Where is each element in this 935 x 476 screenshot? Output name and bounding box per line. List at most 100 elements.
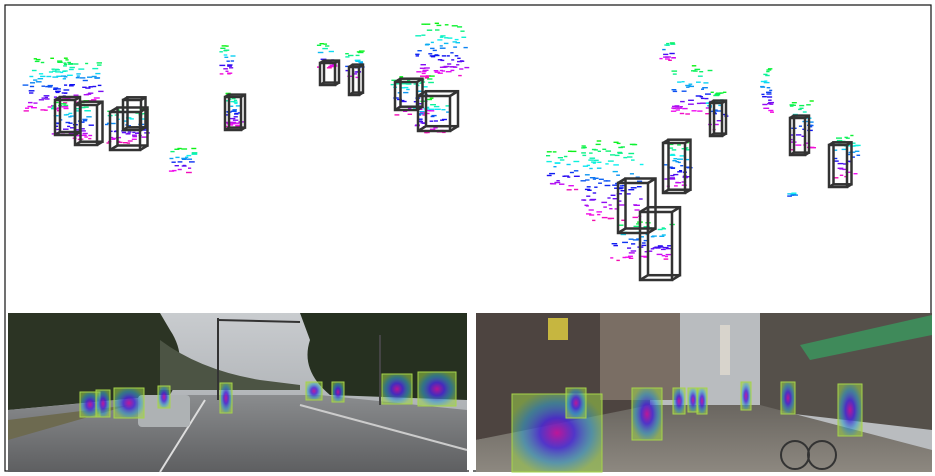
point [664,44,670,46]
point [437,39,443,41]
point [30,82,35,84]
point [767,103,772,105]
point [833,177,839,179]
point [601,216,608,219]
heatmap [780,381,796,415]
point [51,133,56,135]
point [434,22,439,24]
point [767,96,773,98]
point [82,86,87,88]
point [417,90,423,92]
point [671,149,677,151]
box-edge [709,99,715,105]
point [659,246,664,248]
point [697,110,703,112]
box-edge [721,132,727,138]
point [317,51,324,54]
point [594,186,598,188]
box-front [223,95,243,132]
point [612,198,619,200]
point [592,178,597,180]
point [676,107,683,109]
box-back [227,93,247,129]
point [424,67,430,69]
point [73,94,79,96]
point [696,102,701,105]
point [679,155,685,157]
point [669,52,675,55]
point [126,125,131,127]
point [442,131,446,134]
point [41,85,46,87]
point [633,225,640,228]
point [643,239,648,242]
point [667,245,673,247]
box-edge [662,138,670,145]
point [611,243,618,245]
point [665,247,671,250]
point [85,62,89,65]
point [62,78,67,80]
box-edge [240,93,246,99]
point [766,91,772,93]
box-edge [140,126,147,132]
point [444,24,449,26]
point [46,75,52,78]
point [29,85,35,88]
point [105,123,109,126]
point [440,35,446,37]
box-edge [709,132,715,138]
point [839,168,843,170]
point [417,120,424,123]
point [670,43,676,45]
point [432,49,437,52]
point [596,167,602,169]
point [230,121,237,124]
point [189,161,195,163]
point [227,65,232,67]
point [802,111,807,113]
point [439,36,444,38]
box-edge [394,77,402,84]
point [430,56,436,58]
point [44,98,50,100]
point [441,109,446,111]
point [355,60,360,62]
point [607,160,614,162]
box-back [322,59,341,84]
point [598,182,602,184]
point [766,87,771,89]
box-edge [122,126,129,132]
point [322,47,328,50]
point [320,58,327,60]
point [685,84,691,87]
point [400,100,407,103]
point [399,76,404,78]
point [700,102,707,104]
point [633,204,638,206]
point [83,106,89,108]
point [394,83,401,85]
point [53,96,58,98]
point [55,90,61,92]
box-edge [789,114,795,120]
point [791,102,797,104]
point [574,188,579,191]
point [627,156,633,158]
point [715,92,722,94]
point [659,57,663,60]
point [38,99,45,101]
point [641,244,647,247]
point [657,245,663,247]
point [79,77,86,79]
point [446,55,450,57]
point [67,125,71,128]
point [83,94,89,96]
box-back [79,100,104,143]
point [617,200,622,202]
box-edge [846,183,853,189]
point [358,61,363,63]
point [68,116,72,118]
point [68,68,74,71]
point [616,259,620,262]
